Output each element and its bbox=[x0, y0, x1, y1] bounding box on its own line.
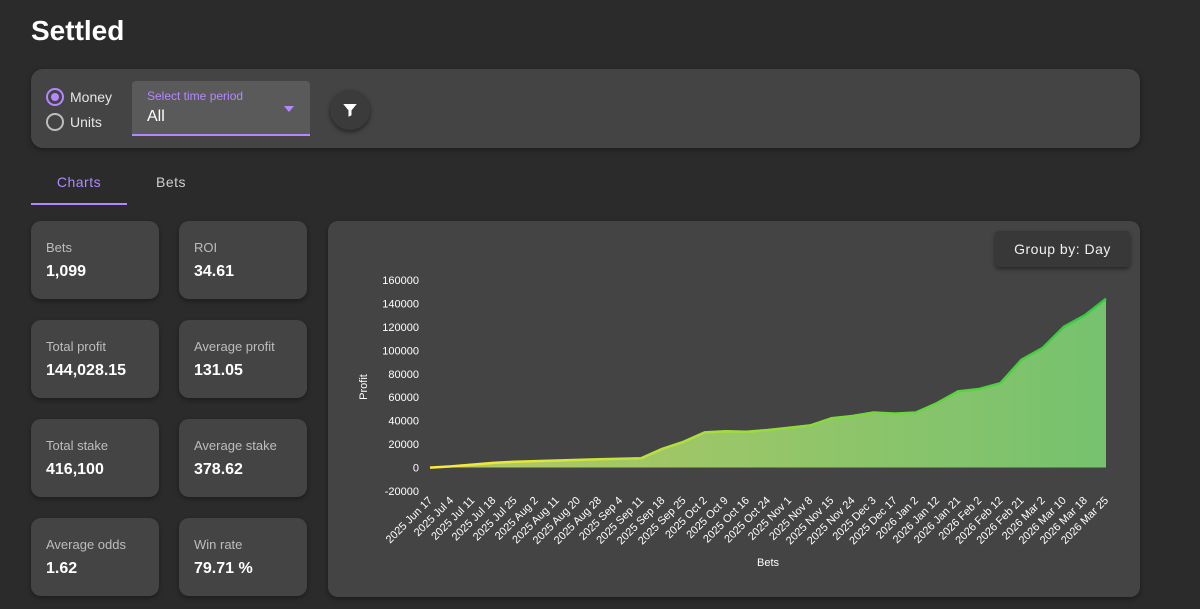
stat-label: ROI bbox=[194, 240, 218, 255]
tab-charts[interactable]: Charts bbox=[56, 174, 102, 190]
profit-chart-card: Group by: Day -20000 0 20000 40000 60000 8000… bbox=[328, 221, 1140, 597]
page-title: Settled bbox=[31, 15, 125, 46]
stat-label: Bets bbox=[46, 240, 73, 255]
stat-label: Win rate bbox=[194, 537, 243, 552]
stat-card-average-profit: Average profit 131.05 bbox=[179, 320, 307, 398]
stat-card-total-stake: Total stake 416,100 bbox=[31, 419, 159, 497]
profit-chart: -20000 0 20000 40000 60000 80000 100000 120000 1… bbox=[358, 275, 1111, 569]
radio-units-label: Units bbox=[70, 114, 102, 130]
time-period-select[interactable]: Select time period All bbox=[132, 81, 310, 136]
radio-money-indicator[interactable] bbox=[46, 88, 64, 106]
filter-icon bbox=[343, 104, 357, 117]
stat-label: Total profit bbox=[46, 339, 106, 354]
filter-toolbar: Money Units Select time period All bbox=[31, 69, 1140, 148]
caret-down-icon bbox=[284, 106, 294, 112]
radio-money-label: Money bbox=[70, 89, 113, 105]
x-axis-title: Bets bbox=[757, 557, 780, 569]
y-tick-label: 60000 bbox=[388, 392, 419, 404]
stat-label: Average profit bbox=[194, 339, 275, 354]
stat-card-average-stake: Average stake 378.62 bbox=[179, 419, 307, 497]
y-tick-label: 100000 bbox=[382, 345, 419, 357]
profit-area bbox=[430, 298, 1106, 468]
stat-label: Average stake bbox=[194, 438, 277, 453]
time-period-select-label: Select time period bbox=[147, 89, 244, 103]
filter-button[interactable] bbox=[330, 90, 370, 130]
y-tick-label: 160000 bbox=[382, 275, 419, 287]
stat-label: Average odds bbox=[46, 537, 126, 552]
radio-units-indicator[interactable] bbox=[46, 113, 64, 131]
y-tick-label: 140000 bbox=[382, 298, 419, 310]
time-period-select-value: All bbox=[147, 108, 165, 125]
y-axis-title: Profit bbox=[358, 374, 370, 400]
stat-value: 378.62 bbox=[194, 461, 243, 478]
y-tick-label: 0 bbox=[413, 463, 419, 475]
stat-value: 144,028.15 bbox=[46, 362, 127, 379]
stat-card-bets: Bets 1,099 bbox=[31, 221, 159, 299]
stat-value: 79.71 % bbox=[194, 560, 253, 577]
stat-label: Total stake bbox=[46, 438, 109, 453]
stat-card-roi: ROI 34.61 bbox=[179, 221, 307, 299]
radio-units[interactable]: Units bbox=[46, 113, 102, 131]
stat-value: 131.05 bbox=[194, 362, 243, 379]
y-tick-label: 80000 bbox=[388, 369, 419, 381]
tab-active-indicator bbox=[31, 203, 127, 205]
stat-value: 1.62 bbox=[46, 560, 78, 577]
stat-value: 416,100 bbox=[46, 461, 104, 478]
stat-value: 34.61 bbox=[194, 263, 235, 280]
stat-card-total-profit: Total profit 144,028.15 bbox=[31, 320, 159, 398]
tab-bets[interactable]: Bets bbox=[155, 174, 186, 190]
radio-money[interactable]: Money bbox=[46, 88, 112, 106]
stat-value: 1,099 bbox=[46, 263, 87, 280]
y-tick-label: 20000 bbox=[388, 439, 419, 451]
y-tick-label: 120000 bbox=[382, 322, 419, 334]
stat-card-average-odds: Average odds 1.62 bbox=[31, 518, 159, 596]
y-tick-label: -20000 bbox=[385, 486, 419, 498]
y-tick-label: 40000 bbox=[388, 416, 419, 428]
stat-card-win-rate: Win rate 79.71 % bbox=[179, 518, 307, 596]
profit-series-line bbox=[429, 297, 1107, 469]
group-by-button[interactable]: Group by: Day bbox=[995, 231, 1130, 267]
